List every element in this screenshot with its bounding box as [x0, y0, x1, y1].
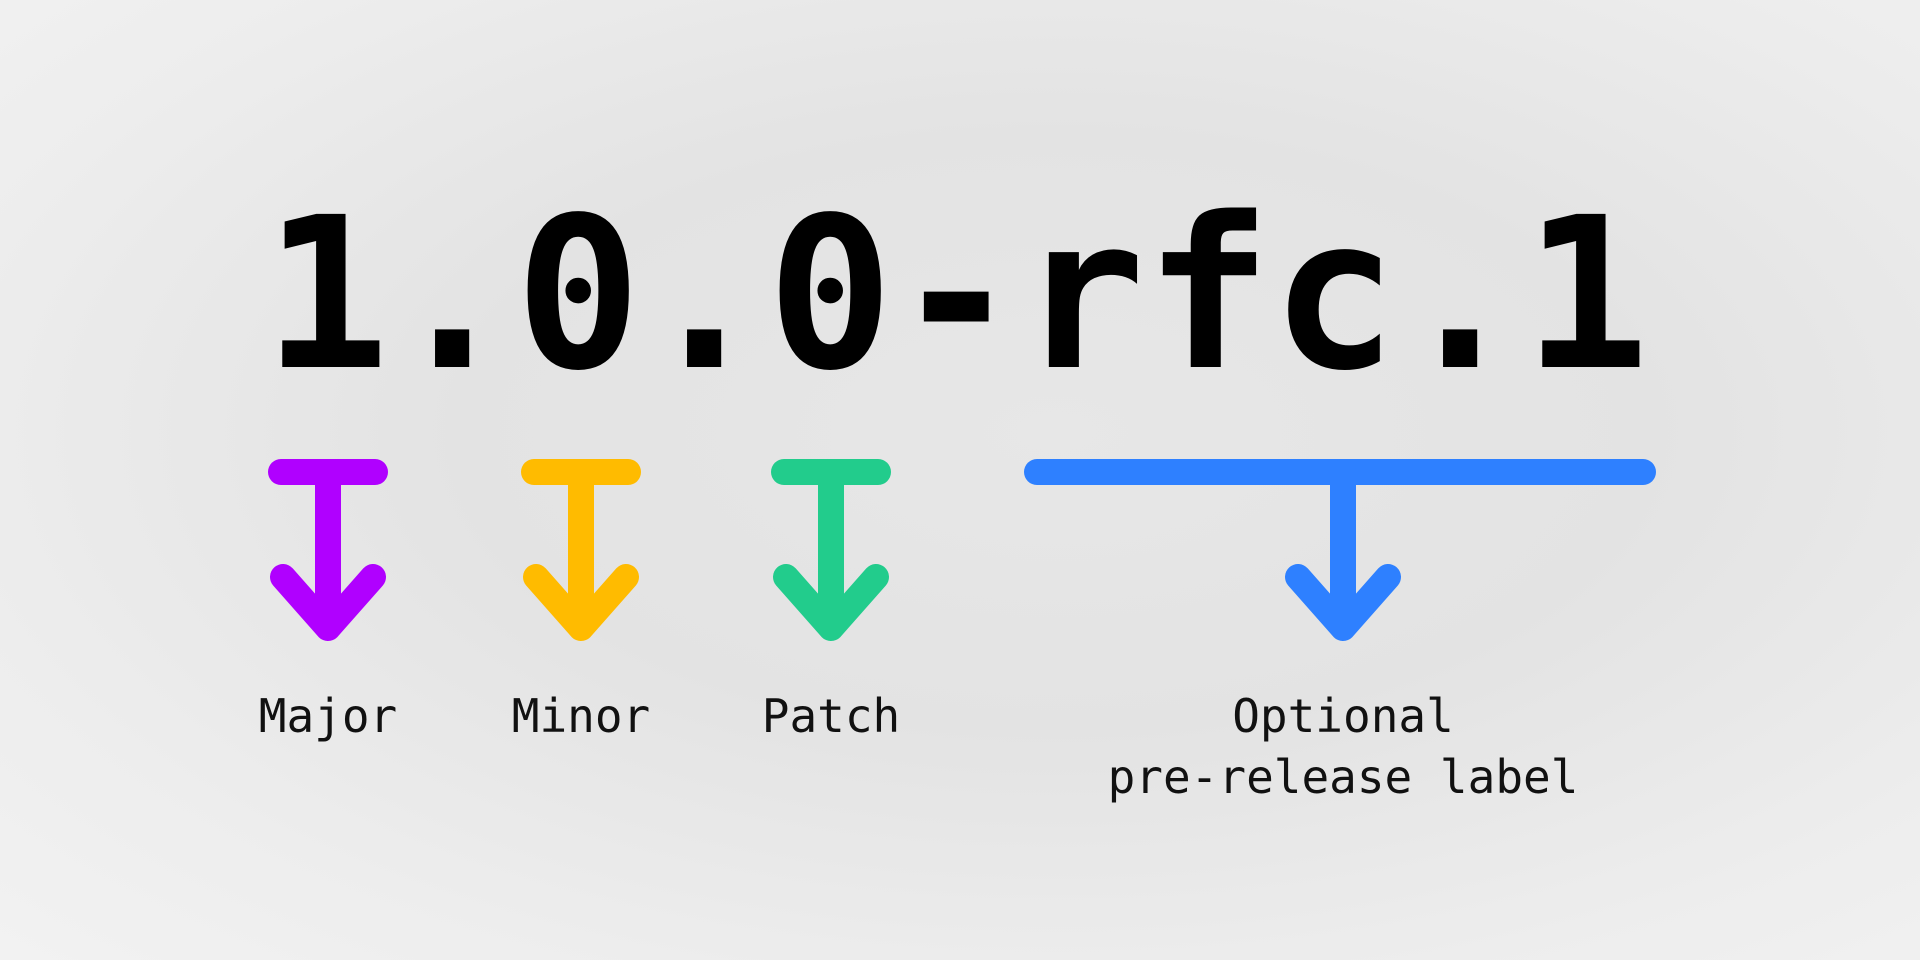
patch-arrow [773, 459, 889, 641]
down-arrow-icon [521, 459, 641, 641]
minor-label: Minor [481, 686, 681, 747]
version-char-prerelease: r [1019, 172, 1146, 417]
prerelease-label-line2: pre-release label [1107, 750, 1579, 804]
minor-arrow [523, 459, 639, 641]
version-char-prerelease: f [1145, 172, 1272, 417]
version-char-minor: 0 [515, 172, 642, 417]
version-char-prerelease: c [1271, 172, 1398, 417]
prerelease-marker [1024, 459, 1656, 641]
version-char-major: 1 [263, 172, 390, 417]
prerelease-label: Optional pre-release label [1068, 686, 1618, 808]
major-label: Major [228, 686, 428, 747]
version-char-patch: 0 [767, 172, 894, 417]
minor-label-text: Minor [511, 689, 651, 743]
down-arrow-icon [268, 459, 388, 641]
patch-label-text: Patch [761, 689, 901, 743]
version-char-prerelease: 1 [1523, 172, 1650, 417]
prerelease-label-line1: Optional [1232, 689, 1454, 743]
major-marker [268, 459, 388, 641]
version-char-dot: . [641, 172, 768, 417]
version-char-dot: . [389, 172, 516, 417]
down-arrow-icon [771, 459, 891, 641]
patch-label: Patch [731, 686, 931, 747]
prerelease-arrow [1285, 459, 1401, 641]
major-label-text: Major [258, 689, 398, 743]
version-char-prerelease: . [1397, 172, 1524, 417]
version-char-hyphen: - [893, 172, 1020, 417]
major-arrow [270, 459, 386, 641]
down-arrow-icon [1024, 459, 1656, 641]
patch-marker [771, 459, 891, 641]
minor-marker [521, 459, 641, 641]
